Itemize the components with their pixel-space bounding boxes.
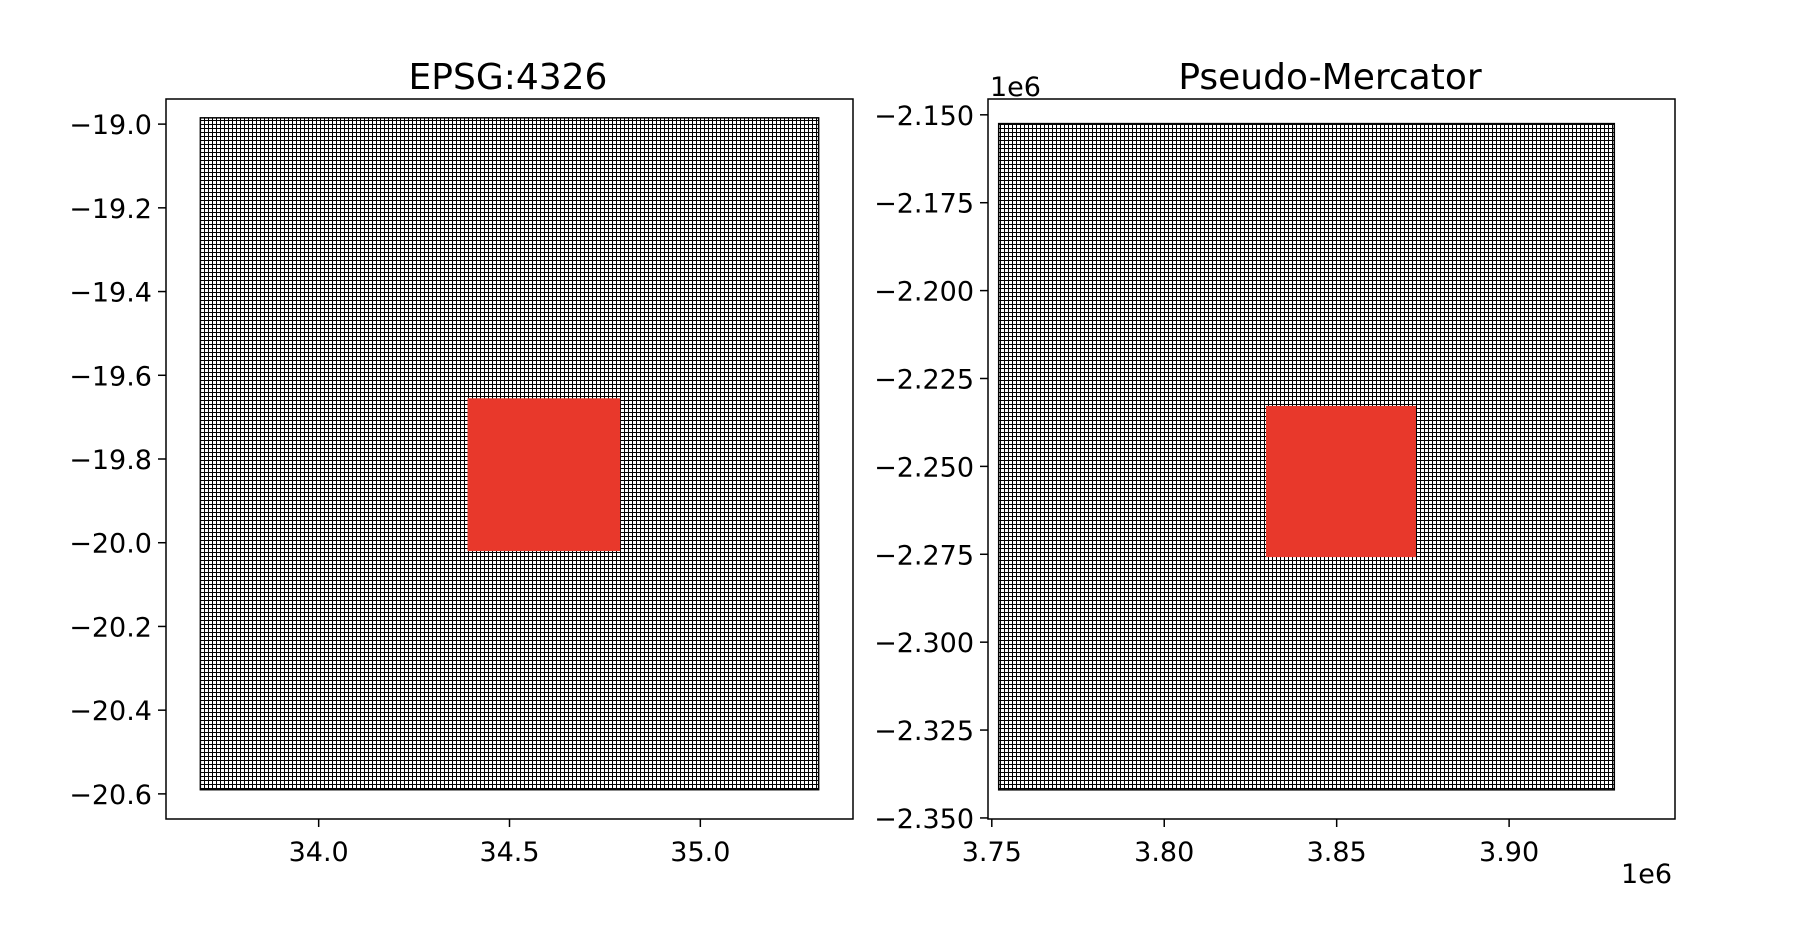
grid-mesh bbox=[997, 122, 1616, 791]
chart-title: EPSG:4326 bbox=[409, 57, 608, 98]
y-tick-label: −2.175 bbox=[874, 189, 974, 220]
y-tick-label: −20.0 bbox=[69, 529, 152, 560]
chart-title: Pseudo-Mercator bbox=[1178, 57, 1482, 98]
y-tick-label: −20.2 bbox=[69, 612, 152, 643]
y-tick-label: −19.0 bbox=[69, 110, 152, 141]
y-tick-label: −2.150 bbox=[874, 101, 974, 132]
y-tick-label: −2.350 bbox=[874, 804, 974, 835]
y-tick-label: −2.225 bbox=[874, 364, 974, 395]
y-tick-label: −2.200 bbox=[874, 277, 974, 308]
y-tick-label: −19.6 bbox=[69, 361, 152, 392]
y-tick-label: −19.4 bbox=[69, 278, 152, 309]
x-offset-label: 1e6 bbox=[1621, 859, 1672, 890]
x-tick-label: 3.80 bbox=[1134, 837, 1194, 868]
x-tick-label: 34.0 bbox=[289, 837, 349, 868]
y-tick-label: −19.8 bbox=[69, 445, 152, 476]
axes-frame bbox=[987, 98, 1676, 820]
y-tick-label: −19.2 bbox=[69, 194, 152, 225]
y-tick-label: −20.6 bbox=[69, 780, 152, 811]
highlight-region bbox=[467, 398, 621, 552]
x-tick-label: 34.5 bbox=[479, 837, 539, 868]
y-tick-label: −2.300 bbox=[874, 628, 974, 659]
y-offset-label: 1e6 bbox=[990, 72, 1041, 103]
y-tick-label: −2.275 bbox=[874, 540, 974, 571]
y-tick-label: −20.4 bbox=[69, 696, 152, 727]
y-tick-label: −2.250 bbox=[874, 452, 974, 483]
x-tick-label: 3.75 bbox=[962, 837, 1022, 868]
highlight-region bbox=[1265, 405, 1416, 558]
panel-pseudo-mercator: Pseudo-Mercator 1e6 1e6 3.75 3.80 3.85 3.90… bbox=[874, 57, 1676, 890]
x-tick-label: 3.90 bbox=[1479, 837, 1539, 868]
y-tick-label: −2.325 bbox=[874, 716, 974, 747]
panel-epsg4326: EPSG:4326 34.0 34.5 35.0 −19.0 −19.2 −19.4 −19… bbox=[69, 57, 854, 868]
x-tick-label: 3.85 bbox=[1307, 837, 1367, 868]
x-tick-label: 35.0 bbox=[670, 837, 730, 868]
